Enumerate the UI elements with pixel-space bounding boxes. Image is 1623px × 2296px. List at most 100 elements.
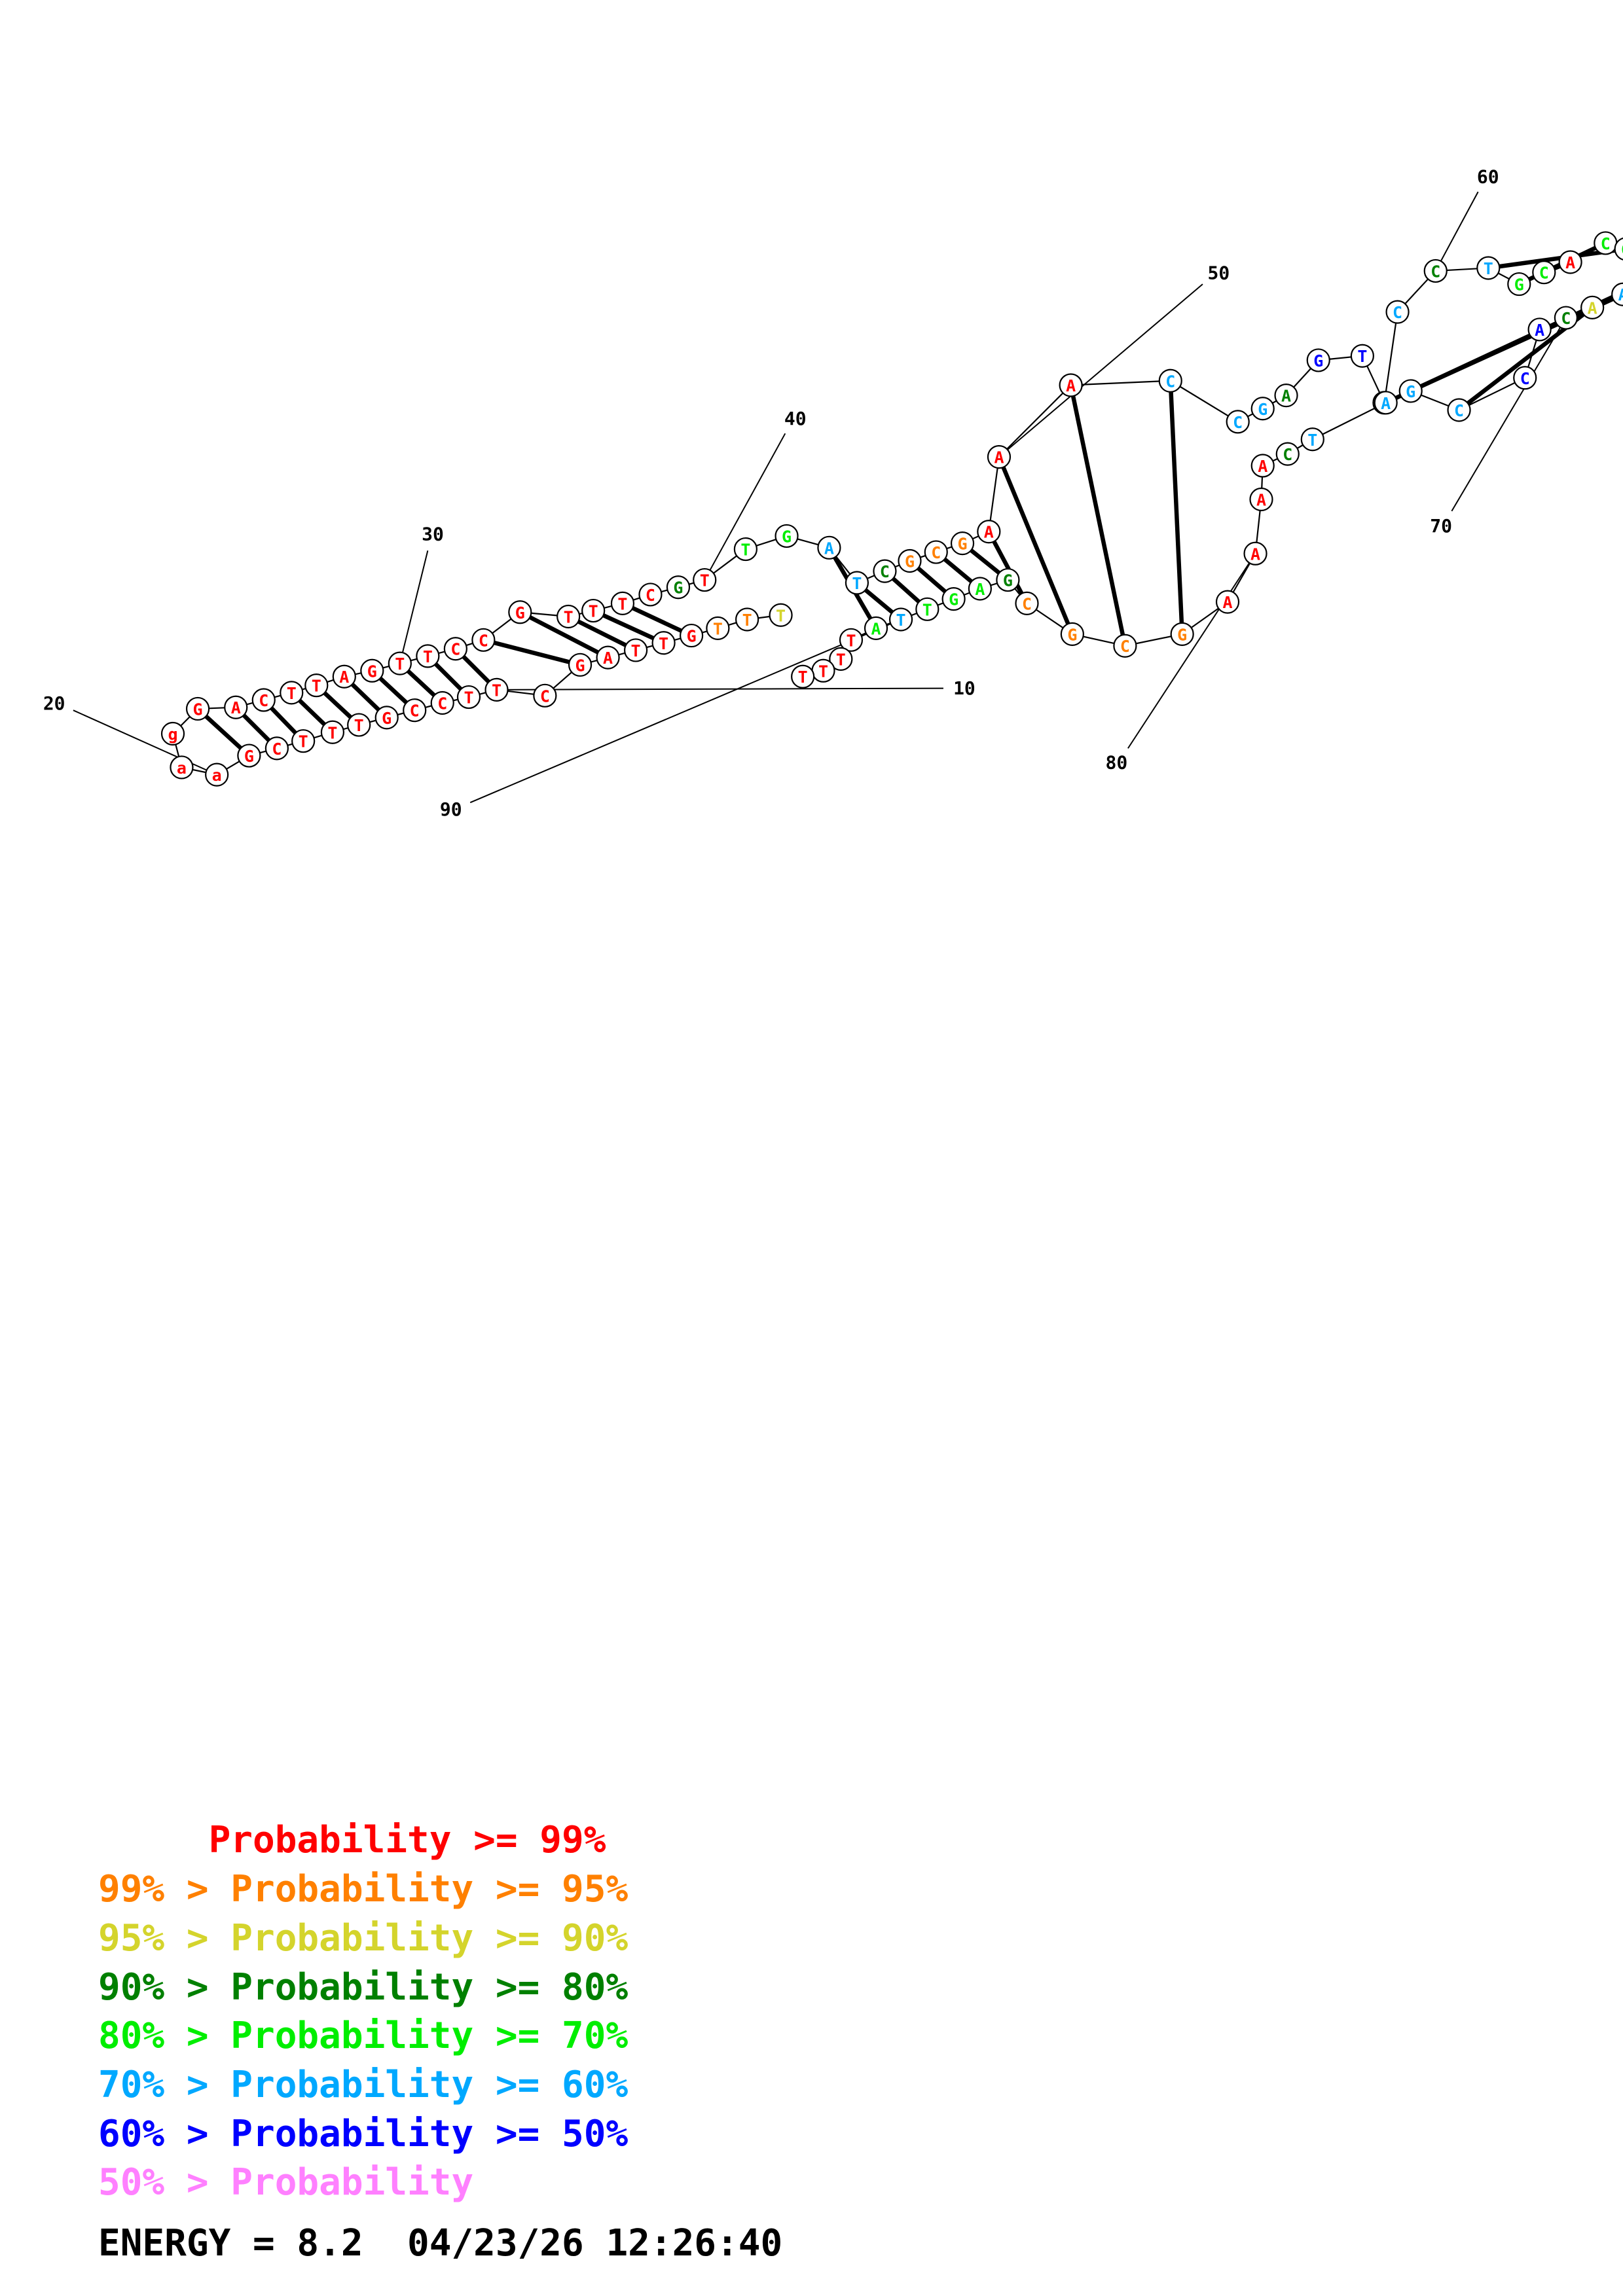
nucleotide-circle bbox=[581, 598, 606, 623]
nucleotide-circle bbox=[374, 706, 399, 730]
nucleotide: C bbox=[264, 736, 289, 761]
nucleotide: T bbox=[1350, 344, 1374, 368]
nucleotide-base: C bbox=[479, 631, 488, 650]
position-tick bbox=[998, 283, 1203, 457]
nucleotide-circle bbox=[280, 681, 304, 705]
nucleotide-circle bbox=[1580, 295, 1605, 319]
nucleotide-base: A bbox=[1588, 298, 1597, 317]
nucleotide-base: C bbox=[1283, 445, 1292, 464]
nucleotide-circle bbox=[456, 685, 481, 709]
nucleotide-circle bbox=[864, 616, 888, 640]
nucleotide-base: G bbox=[1067, 625, 1077, 644]
nucleotide: C bbox=[403, 698, 427, 723]
backbone-link bbox=[998, 384, 1072, 457]
nucleotide: C bbox=[1158, 368, 1182, 393]
nucleotide: T bbox=[888, 607, 913, 632]
nucleotide-circle bbox=[320, 720, 345, 744]
position-tick bbox=[1127, 553, 1256, 749]
nucleotide: G bbox=[1170, 622, 1194, 646]
nucleotide-base: A bbox=[1565, 253, 1575, 272]
nucleotide: G bbox=[1306, 348, 1330, 372]
position-label: 60 bbox=[1477, 166, 1499, 188]
nucleotide-base: G bbox=[687, 627, 697, 646]
nucleotide-base: C bbox=[410, 702, 420, 721]
energy-timestamp-line: ENERGY = 8.2 04/23/26 12:26:40 bbox=[98, 2222, 783, 2265]
nucleotide: C bbox=[1532, 260, 1556, 285]
nucleotide-base: T bbox=[852, 574, 862, 593]
nucleotide-circle bbox=[1250, 397, 1275, 421]
nucleotide: T bbox=[693, 567, 717, 592]
position-tick bbox=[704, 433, 786, 581]
nucleotide: T bbox=[581, 598, 606, 623]
nucleotide-base: G bbox=[1313, 351, 1323, 370]
nucleotide-base: T bbox=[776, 606, 786, 625]
base-pair-bond bbox=[1168, 380, 1184, 634]
nucleotide: a bbox=[205, 762, 229, 787]
position-label: 70 bbox=[1430, 515, 1452, 537]
nucleotide-base: T bbox=[423, 647, 433, 666]
nucleotide-base: G bbox=[193, 700, 203, 719]
nucleotide-circle bbox=[388, 651, 412, 675]
nucleotide: A bbox=[1249, 487, 1273, 512]
position-label: 30 bbox=[422, 524, 444, 545]
nucleotide-circle bbox=[224, 695, 248, 719]
nucleotide-circle bbox=[1226, 410, 1250, 434]
nucleotide-base: C bbox=[450, 640, 460, 659]
nucleotide-base: g bbox=[168, 725, 177, 744]
nucleotide: G bbox=[898, 548, 922, 573]
base-pair-bond bbox=[567, 615, 637, 653]
nucleotide-base: A bbox=[824, 539, 834, 558]
nucleotide-circle bbox=[1158, 368, 1182, 393]
nucleotide-circle bbox=[791, 664, 815, 689]
nucleotide: T bbox=[915, 597, 939, 621]
nucleotide-circle bbox=[1476, 256, 1501, 280]
nucleotide: T bbox=[320, 720, 345, 744]
nucleotide-base: G bbox=[782, 527, 792, 546]
nucleotide-circle bbox=[304, 673, 329, 698]
nucleotide-circle bbox=[679, 623, 704, 648]
nucleotide-base: T bbox=[395, 655, 405, 673]
nucleotide: T bbox=[769, 603, 793, 627]
nucleotide-base: T bbox=[631, 641, 641, 660]
position-tick bbox=[496, 687, 943, 691]
nucleotide-circle bbox=[1113, 634, 1137, 658]
nucleotide-circle bbox=[977, 520, 1001, 544]
nucleotide-base: A bbox=[1381, 394, 1391, 413]
nucleotide-base: T bbox=[1307, 431, 1317, 450]
nucleotide-base: T bbox=[1484, 259, 1493, 278]
nucleotide: G bbox=[941, 587, 966, 611]
nucleotide-base: T bbox=[564, 607, 574, 626]
position-label: 10 bbox=[953, 677, 976, 699]
backbone-link bbox=[1070, 380, 1171, 386]
nucleotide-circle bbox=[347, 713, 371, 737]
nucleotide: C bbox=[1275, 442, 1300, 466]
legend-entry-7: 60% > Probability >= 50% bbox=[98, 2113, 629, 2155]
nucleotide-base: G bbox=[1406, 382, 1415, 401]
nucleotide: A bbox=[224, 695, 248, 719]
nucleotide-base: A bbox=[994, 448, 1004, 467]
nucleotide-circle bbox=[1215, 590, 1240, 614]
nucleotide-circle bbox=[1350, 344, 1374, 368]
nucleotide-base: T bbox=[798, 668, 808, 687]
nucleotide: G bbox=[568, 653, 593, 677]
nucleotide-circle bbox=[915, 597, 939, 621]
nucleotide-base: A bbox=[1258, 457, 1267, 476]
base-pair-bond bbox=[987, 530, 1029, 605]
nucleotide: C bbox=[1015, 591, 1039, 615]
position-tick bbox=[1434, 191, 1479, 272]
nucleotide: A bbox=[817, 535, 841, 560]
nucleotide-circle bbox=[596, 645, 620, 670]
base-pair-bond bbox=[483, 637, 581, 667]
base-pair-bond bbox=[1068, 384, 1127, 647]
nucleotide-circle bbox=[1060, 622, 1084, 646]
nucleotide: T bbox=[735, 607, 759, 632]
nucleotide-base: C bbox=[1601, 234, 1611, 253]
nucleotide-circle bbox=[845, 571, 869, 595]
nucleotide-base: T bbox=[659, 634, 668, 653]
nucleotide-circle bbox=[1558, 250, 1582, 274]
nucleotide: G bbox=[185, 696, 210, 721]
nucleotide-circle bbox=[332, 664, 356, 689]
position-label: 20 bbox=[43, 692, 65, 714]
nucleotide: T bbox=[839, 628, 864, 652]
